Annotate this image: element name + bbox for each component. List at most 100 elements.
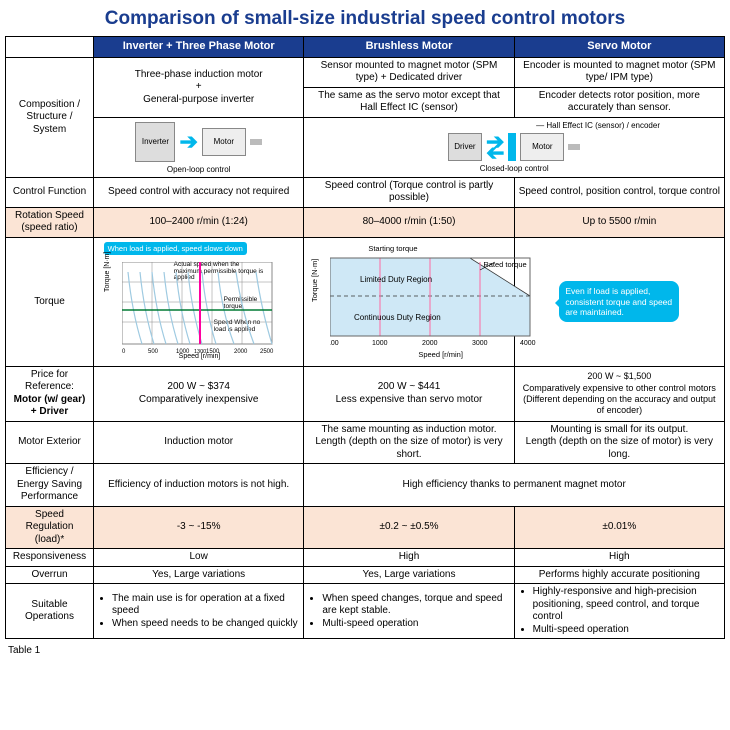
cell-rotation-c2: 80–4000 r/min (1:50) bbox=[304, 207, 514, 237]
svg-text:2500: 2500 bbox=[260, 349, 274, 354]
motor-shaft bbox=[250, 139, 262, 145]
motor-shaft-2 bbox=[568, 144, 580, 150]
chart2-xlabel: Speed [r/min] bbox=[418, 350, 463, 359]
rowhead-overrun: Overrun bbox=[6, 566, 94, 584]
cell-comp-c3b: Encoder detects rotor position, more acc… bbox=[514, 87, 724, 117]
svg-text:4000: 4000 bbox=[520, 340, 536, 347]
cell-comp-diagram23: — Hall Effect IC (sensor) / encoder Driv… bbox=[304, 117, 725, 177]
cell-suit-c2: When speed changes, torque and speed are… bbox=[304, 584, 514, 639]
rowhead-rotation: Rotation Speed (speed ratio) bbox=[6, 207, 94, 237]
col-brushless: Brushless Motor bbox=[304, 37, 514, 58]
torque-chart-inverter: When load is applied, speed slows down A… bbox=[104, 242, 294, 362]
arrow-right-icon: ➔ bbox=[179, 136, 197, 147]
cell-reg-c1: -3 ~ -15% bbox=[94, 506, 304, 549]
row-suitable: Suitable Operations The main use is for … bbox=[6, 584, 725, 639]
svg-text:3000: 3000 bbox=[472, 340, 488, 347]
row-control: Control Function Speed control with accu… bbox=[6, 177, 725, 207]
torque-chart2-svg: Limited Duty Region Continuous Duty Regi… bbox=[330, 248, 540, 348]
cell-price-c3: 200 W ~ $1,500 Comparatively expensive t… bbox=[514, 366, 724, 421]
row-price: Price for Reference: Motor (w/ gear) + D… bbox=[6, 366, 725, 421]
table-header-row: Inverter + Three Phase Motor Brushless M… bbox=[6, 37, 725, 58]
list-item: Multi-speed operation bbox=[533, 624, 720, 637]
cell-ext-c1: Induction motor bbox=[94, 421, 304, 464]
list-item: When speed needs to be changed quickly bbox=[112, 618, 299, 631]
row-regulation: Speed Regulation (load)* -3 ~ -15% ±0.2 … bbox=[6, 506, 725, 549]
cell-suit-c1: The main use is for operation at a fixed… bbox=[94, 584, 304, 639]
cell-control-c3: Speed control, position control, torque … bbox=[514, 177, 724, 207]
cell-comp-c2a: Sensor mounted to magnet motor (SPM type… bbox=[304, 57, 514, 87]
cell-torque-c1: When load is applied, speed slows down A… bbox=[94, 237, 304, 366]
col-servo: Servo Motor bbox=[514, 37, 724, 58]
rowhead-responsiveness: Responsiveness bbox=[6, 549, 94, 567]
cell-resp-c3: High bbox=[514, 549, 724, 567]
rowhead-regulation: Speed Regulation (load)* bbox=[6, 506, 94, 549]
cell-over-c1: Yes, Large variations bbox=[94, 566, 304, 584]
cell-ext-c2: The same mounting as induction motor. Le… bbox=[304, 421, 514, 464]
inverter-box: Inverter bbox=[135, 122, 175, 162]
svg-text:Limited Duty Region: Limited Duty Region bbox=[360, 275, 432, 284]
rowhead-suitable: Suitable Operations bbox=[6, 584, 94, 639]
cell-reg-c3: ±0.01% bbox=[514, 506, 724, 549]
cell-eff-c23: High efficiency thanks to permanent magn… bbox=[304, 464, 725, 507]
cell-price-c1: 200 W ~ $374 Comparatively inexpensive bbox=[94, 366, 304, 421]
row-composition-top: Composition / Structure / System Three-p… bbox=[6, 57, 725, 87]
svg-text:2000: 2000 bbox=[422, 340, 438, 347]
cell-suit-c3: Highly-responsive and high-precision pos… bbox=[514, 584, 724, 639]
svg-text:2000: 2000 bbox=[234, 349, 248, 354]
chart1-xlabel: Speed [r/min] bbox=[179, 353, 221, 362]
rowhead-control: Control Function bbox=[6, 177, 94, 207]
cell-control-c1: Speed control with accuracy not required bbox=[94, 177, 304, 207]
torque-chart1-svg: 050010001300150020002500 bbox=[122, 262, 282, 354]
list-item: When speed changes, torque and speed are… bbox=[322, 593, 509, 618]
cell-price-c2: 200 W ~ $441 Less expensive than servo m… bbox=[304, 366, 514, 421]
cell-ext-c3: Mounting is small for its output. Length… bbox=[514, 421, 724, 464]
cell-over-c2: Yes, Large variations bbox=[304, 566, 514, 584]
corner-cell bbox=[6, 37, 94, 58]
cell-rotation-c1: 100–2400 r/min (1:24) bbox=[94, 207, 304, 237]
row-overrun: Overrun Yes, Large variations Yes, Large… bbox=[6, 566, 725, 584]
rowhead-exterior: Motor Exterior bbox=[6, 421, 94, 464]
svg-text:Continuous Duty Region: Continuous Duty Region bbox=[354, 313, 441, 322]
svg-text:100: 100 bbox=[330, 340, 339, 347]
rowhead-torque: Torque bbox=[6, 237, 94, 366]
list-item: Highly-responsive and high-precision pos… bbox=[533, 586, 720, 624]
svg-text:1000: 1000 bbox=[372, 340, 388, 347]
svg-text:0: 0 bbox=[122, 349, 126, 354]
cell-torque-c2: Starting torque Rated torque Limited Dut… bbox=[304, 237, 514, 366]
rowhead-composition: Composition / Structure / System bbox=[6, 57, 94, 177]
cell-comp-c2b: The same as the servo motor except that … bbox=[304, 87, 514, 117]
arrow-bidir-icon: ➔➔ bbox=[486, 136, 504, 158]
torque-bubble: Even if load is applied, consistent torq… bbox=[559, 281, 679, 322]
page-title: Comparison of small-size industrial spee… bbox=[0, 0, 730, 36]
row-rotation: Rotation Speed (speed ratio) 100–2400 r/… bbox=[6, 207, 725, 237]
cell-eff-c1: Efficiency of induction motors is not hi… bbox=[94, 464, 304, 507]
col-inverter: Inverter + Three Phase Motor bbox=[94, 37, 304, 58]
chart2-ylabel: Torque [N·m] bbox=[310, 258, 319, 301]
comparison-table: Inverter + Three Phase Motor Brushless M… bbox=[5, 36, 725, 639]
row-responsiveness: Responsiveness Low High High bbox=[6, 549, 725, 567]
cell-comp-c1a: Three-phase induction motor + General-pu… bbox=[94, 57, 304, 117]
motor-box-2: Motor bbox=[520, 133, 564, 161]
cell-control-c2: Speed control (Torque control is partly … bbox=[304, 177, 514, 207]
cell-comp-c3a: Encoder is mounted to magnet motor (SPM … bbox=[514, 57, 724, 87]
cell-resp-c2: High bbox=[304, 549, 514, 567]
row-efficiency: Efficiency / Energy Saving Performance E… bbox=[6, 464, 725, 507]
openloop-label: Open-loop control bbox=[98, 165, 299, 175]
rowhead-price: Price for Reference: Motor (w/ gear) + D… bbox=[6, 366, 94, 421]
cell-over-c3: Performs highly accurate positioning bbox=[514, 566, 724, 584]
motor-box: Motor bbox=[202, 128, 246, 156]
row-torque: Torque When load is applied, speed slows… bbox=[6, 237, 725, 366]
driver-box: Driver bbox=[448, 133, 482, 161]
svg-text:500: 500 bbox=[148, 349, 159, 354]
rowhead-efficiency: Efficiency / Energy Saving Performance bbox=[6, 464, 94, 507]
torque-callout: When load is applied, speed slows down bbox=[104, 242, 247, 255]
sensor-bar bbox=[508, 133, 516, 161]
cell-reg-c2: ±0.2 ~ ±0.5% bbox=[304, 506, 514, 549]
cell-resp-c1: Low bbox=[94, 549, 304, 567]
cell-rotation-c3: Up to 5500 r/min bbox=[514, 207, 724, 237]
cell-comp-diagram1: Inverter ➔ Motor Open-loop control bbox=[94, 117, 304, 177]
chart1-ylabel: Torque [N·m] bbox=[104, 251, 113, 291]
closedloop-label: Closed-loop control bbox=[308, 164, 720, 174]
sensor-label: — Hall Effect IC (sensor) / encoder bbox=[308, 121, 720, 131]
row-exterior: Motor Exterior Induction motor The same … bbox=[6, 421, 725, 464]
